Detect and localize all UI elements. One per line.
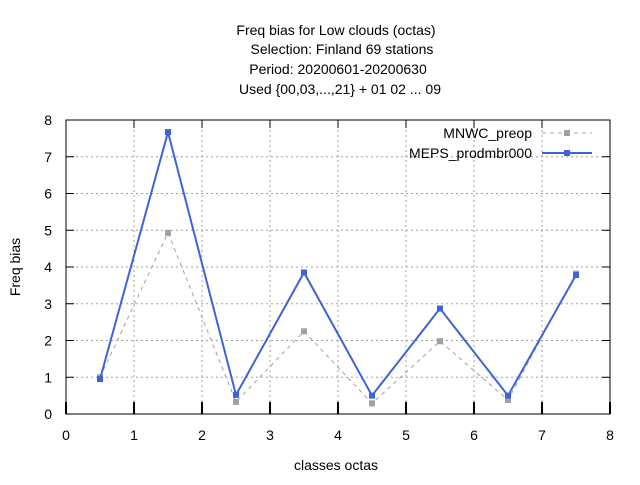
title-line-4: Used {00,03,...,21} + 01 02 ... 09 bbox=[239, 81, 441, 97]
x-tick-label: 5 bbox=[402, 427, 410, 443]
x-tick-label: 4 bbox=[334, 427, 342, 443]
title-line-1: Freq bias for Low clouds (octas) bbox=[236, 22, 435, 38]
data-series bbox=[97, 128, 579, 407]
plot-area-border bbox=[65, 119, 611, 415]
series-1-point bbox=[233, 398, 239, 405]
x-tick-label: 6 bbox=[470, 427, 478, 443]
grid bbox=[66, 120, 610, 414]
legend-marker-meps bbox=[564, 150, 570, 156]
series-2-point bbox=[301, 269, 307, 276]
y-tick-label: 7 bbox=[44, 149, 52, 165]
series-1-point bbox=[505, 397, 511, 404]
y-axis-label: Freq bias bbox=[7, 238, 23, 296]
series-2-point bbox=[369, 392, 375, 399]
legend: MNWC_preop MEPS_prodmbr000 bbox=[409, 125, 592, 161]
series-line-2 bbox=[99, 128, 577, 398]
series-2-point bbox=[233, 391, 239, 398]
series-2-point bbox=[573, 272, 579, 279]
series-2-point bbox=[505, 392, 511, 399]
legend-label-meps: MEPS_prodmbr000 bbox=[409, 145, 532, 161]
y-tick-label: 0 bbox=[44, 406, 52, 422]
chart-title: Freq bias for Low clouds (octas) Selecti… bbox=[236, 22, 441, 97]
x-tick-label: 7 bbox=[538, 427, 546, 443]
x-tick-label: 0 bbox=[62, 427, 70, 443]
series-2-point bbox=[437, 305, 443, 312]
x-tick-label: 8 bbox=[606, 427, 614, 443]
title-line-3: Period: 20200601-20200630 bbox=[249, 61, 427, 77]
y-tick-label: 8 bbox=[44, 112, 52, 128]
series-line-1 bbox=[99, 231, 577, 405]
x-tick-label: 1 bbox=[130, 427, 138, 443]
series-1-point bbox=[369, 400, 375, 407]
x-tick-label: 3 bbox=[266, 427, 274, 443]
y-tick-label: 5 bbox=[44, 222, 52, 238]
y-tick-label: 2 bbox=[44, 333, 52, 349]
y-tick-label: 6 bbox=[44, 186, 52, 202]
series-1-point bbox=[165, 229, 171, 236]
y-tick-label: 1 bbox=[44, 369, 52, 385]
x-axis-label: classes octas bbox=[294, 457, 378, 473]
series-2-point bbox=[97, 376, 103, 383]
axis-ticks: 0 1 2 3 4 5 6 7 8 0 1 2 3 4 5 6 7 8 bbox=[44, 112, 614, 443]
series-1-point bbox=[437, 338, 443, 345]
y-tick-label: 4 bbox=[44, 259, 52, 275]
series-2-point bbox=[165, 129, 171, 136]
x-tick-label: 2 bbox=[198, 427, 206, 443]
y-tick-label: 3 bbox=[44, 296, 52, 312]
legend-label-mnwc: MNWC_preop bbox=[443, 125, 532, 141]
title-line-2: Selection: Finland 69 stations bbox=[251, 41, 434, 57]
legend-marker-mnwc bbox=[564, 130, 570, 136]
series-1-point bbox=[301, 328, 307, 335]
